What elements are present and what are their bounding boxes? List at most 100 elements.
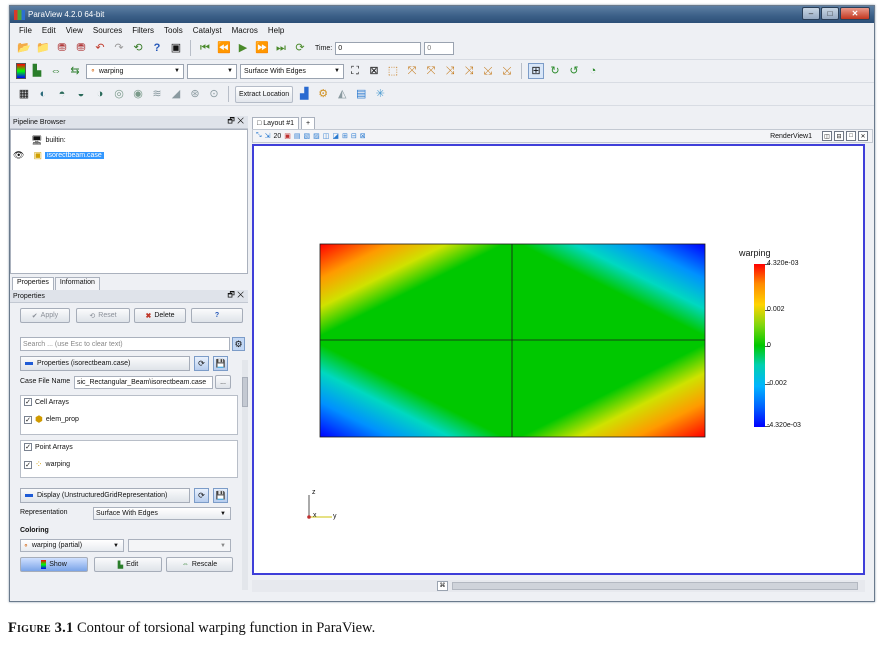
- plot-over-line-icon[interactable]: ◭: [337, 87, 347, 100]
- undo-icon[interactable]: ↶: [95, 41, 105, 54]
- maximize-view-icon[interactable]: □: [846, 131, 856, 141]
- view-x-plus-icon[interactable]: ⤧: [407, 64, 417, 77]
- select-cells-icon[interactable]: ▣: [284, 133, 291, 140]
- apply-button[interactable]: ✔ Apply: [20, 308, 70, 323]
- representation-dropdown[interactable]: Surface With Edges ▼: [93, 507, 231, 520]
- scrollbar-thumb[interactable]: [242, 377, 248, 407]
- menu-filters[interactable]: Filters: [132, 25, 155, 35]
- render-canvas[interactable]: [254, 146, 863, 573]
- menu-macros[interactable]: Macros: [231, 25, 258, 35]
- case-file-input[interactable]: sic_Rectangular_Beam\isorectbeam.case: [74, 376, 213, 389]
- time-input[interactable]: 0: [335, 41, 422, 55]
- maximize-button[interactable]: □: [821, 7, 839, 20]
- contour-icon[interactable]: ◐: [39, 87, 47, 100]
- help-button[interactable]: ?: [191, 308, 243, 323]
- browse-button[interactable]: ...: [215, 375, 231, 389]
- loop-icon[interactable]: ⟳: [295, 41, 305, 54]
- coloring-select[interactable]: ⚬ warping ▼: [86, 63, 184, 79]
- center-axes-icon[interactable]: ⊞: [528, 63, 544, 79]
- menu-edit[interactable]: Edit: [41, 25, 56, 35]
- cell-arrays-checkbox[interactable]: ✓: [24, 398, 32, 406]
- minimize-button[interactable]: –: [802, 7, 820, 20]
- save-defaults-icon[interactable]: 💾: [213, 488, 228, 503]
- reset-session-icon[interactable]: ⟲: [133, 41, 143, 54]
- pick-icon[interactable]: ⤡: [256, 132, 262, 139]
- point-arrays-header[interactable]: ✓ Point Arrays: [24, 443, 73, 451]
- reset-button[interactable]: ⟲ Reset: [76, 308, 130, 323]
- show-legend-button[interactable]: Show: [20, 557, 88, 572]
- delete-button[interactable]: ✖ Delete: [134, 308, 186, 323]
- menu-view[interactable]: View: [65, 25, 83, 35]
- histogram-icon[interactable]: ▤: [356, 87, 367, 100]
- clear-selection-icon[interactable]: ⊠: [359, 133, 366, 140]
- pipeline-item-builtin[interactable]: 🖥 builtin:: [31, 135, 66, 146]
- close-view-icon[interactable]: ✕: [858, 131, 868, 141]
- view-z-minus-icon[interactable]: ⤩: [502, 64, 512, 77]
- stream-tracer-icon[interactable]: ≋: [152, 87, 162, 100]
- query-icon[interactable]: ⚙: [318, 87, 329, 100]
- warp-by-vector-icon[interactable]: ◢: [171, 87, 181, 100]
- menu-tools[interactable]: Tools: [164, 25, 183, 35]
- dock-controls[interactable]: 🗗 ✕: [227, 290, 244, 299]
- last-frame-icon[interactable]: ⏭: [276, 41, 286, 54]
- redo-icon[interactable]: ↷: [114, 41, 124, 54]
- hover-points-icon[interactable]: ◪: [332, 133, 340, 140]
- play-icon[interactable]: ▶: [238, 41, 248, 54]
- point-array-item[interactable]: ✓ ⁘ warping: [24, 459, 70, 470]
- select-points-icon[interactable]: ▤: [293, 133, 301, 140]
- menu-catalyst[interactable]: Catalyst: [192, 25, 222, 35]
- rescale-range-icon[interactable]: ⇔: [50, 64, 62, 77]
- more-options-icon[interactable]: ⌘: [437, 581, 448, 591]
- camera-icon[interactable]: ▣: [170, 41, 182, 54]
- display-section-toggle[interactable]: Display (UnstructuredGridRepresentation): [20, 488, 190, 503]
- restore-defaults-icon[interactable]: ⟳: [194, 488, 209, 503]
- extract-subset-icon[interactable]: ◎: [114, 87, 124, 100]
- tab-information[interactable]: Information: [54, 277, 100, 290]
- interactive-select-icon[interactable]: ◫: [322, 133, 330, 140]
- cell-arrays-header[interactable]: ✓ Cell Arrays: [24, 398, 69, 406]
- advanced-gear-icon[interactable]: ⚙: [232, 337, 245, 351]
- dock-controls[interactable]: 🗗 ✕: [227, 116, 244, 125]
- glyph-icon[interactable]: ◉: [133, 87, 143, 100]
- help-icon[interactable]: ?: [153, 41, 161, 54]
- menu-sources[interactable]: Sources: [92, 25, 123, 35]
- shrink-selection-icon[interactable]: ⊟: [350, 133, 357, 140]
- view-y-minus-icon[interactable]: ⤨: [464, 64, 474, 77]
- calculator-icon[interactable]: ▦: [18, 87, 30, 100]
- color-legend-icon[interactable]: [16, 63, 26, 79]
- cell-array-item[interactable]: ✓ ⬢ elem_prop: [24, 414, 79, 425]
- edit-color-map-icon[interactable]: ▙: [32, 64, 42, 77]
- reset-camera-icon[interactable]: ⛶: [351, 64, 359, 77]
- connect-icon[interactable]: ⛃: [57, 41, 67, 54]
- add-layout-tab[interactable]: +: [300, 117, 316, 129]
- select-frustum-icon[interactable]: ▧: [303, 133, 311, 140]
- disconnect-icon[interactable]: ⛃: [76, 41, 86, 54]
- restore-defaults-icon[interactable]: ⟳: [194, 356, 209, 371]
- tab-layout-1[interactable]: □ Layout #1: [252, 117, 299, 129]
- rescale-custom-icon[interactable]: ⇆: [70, 64, 80, 77]
- extract-location-button[interactable]: Extract Location: [235, 85, 294, 103]
- view-y-plus-icon[interactable]: ⤨: [445, 64, 455, 77]
- properties-section-toggle[interactable]: Properties (isorectbeam.case): [20, 356, 190, 371]
- first-frame-icon[interactable]: ⏮: [200, 41, 210, 54]
- time-index-spinbox[interactable]: 0: [424, 41, 455, 55]
- horizontal-scrollbar[interactable]: [452, 582, 858, 590]
- split-vertical-icon[interactable]: ⊟: [834, 131, 844, 141]
- save-defaults-icon[interactable]: 💾: [213, 356, 228, 371]
- properties-search-input[interactable]: Search ... (use Esc to clear text): [20, 337, 230, 351]
- grow-selection-icon[interactable]: ⊞: [342, 133, 348, 140]
- pipeline-item-isorectbeam[interactable]: 👁 ▣ isorectbeam.case: [13, 150, 104, 161]
- component-select[interactable]: ▼: [187, 63, 237, 79]
- properties-scrollbar[interactable]: [242, 360, 248, 590]
- open-recent-icon[interactable]: 📁: [36, 41, 50, 54]
- rotate-90-ccw-icon[interactable]: ↺: [569, 64, 579, 77]
- rotate-90-cw-icon[interactable]: ↻: [550, 64, 560, 77]
- warping-checkbox[interactable]: ✓: [24, 460, 32, 469]
- interact-icon[interactable]: ⇲: [264, 133, 271, 140]
- menu-file[interactable]: File: [19, 25, 32, 35]
- clip-icon[interactable]: ◓: [58, 87, 66, 100]
- open-file-icon[interactable]: 📂: [17, 41, 31, 54]
- component-dropdown[interactable]: ▼: [128, 539, 231, 552]
- tab-properties[interactable]: Properties: [12, 277, 54, 290]
- slice-icon[interactable]: ◒: [77, 87, 85, 100]
